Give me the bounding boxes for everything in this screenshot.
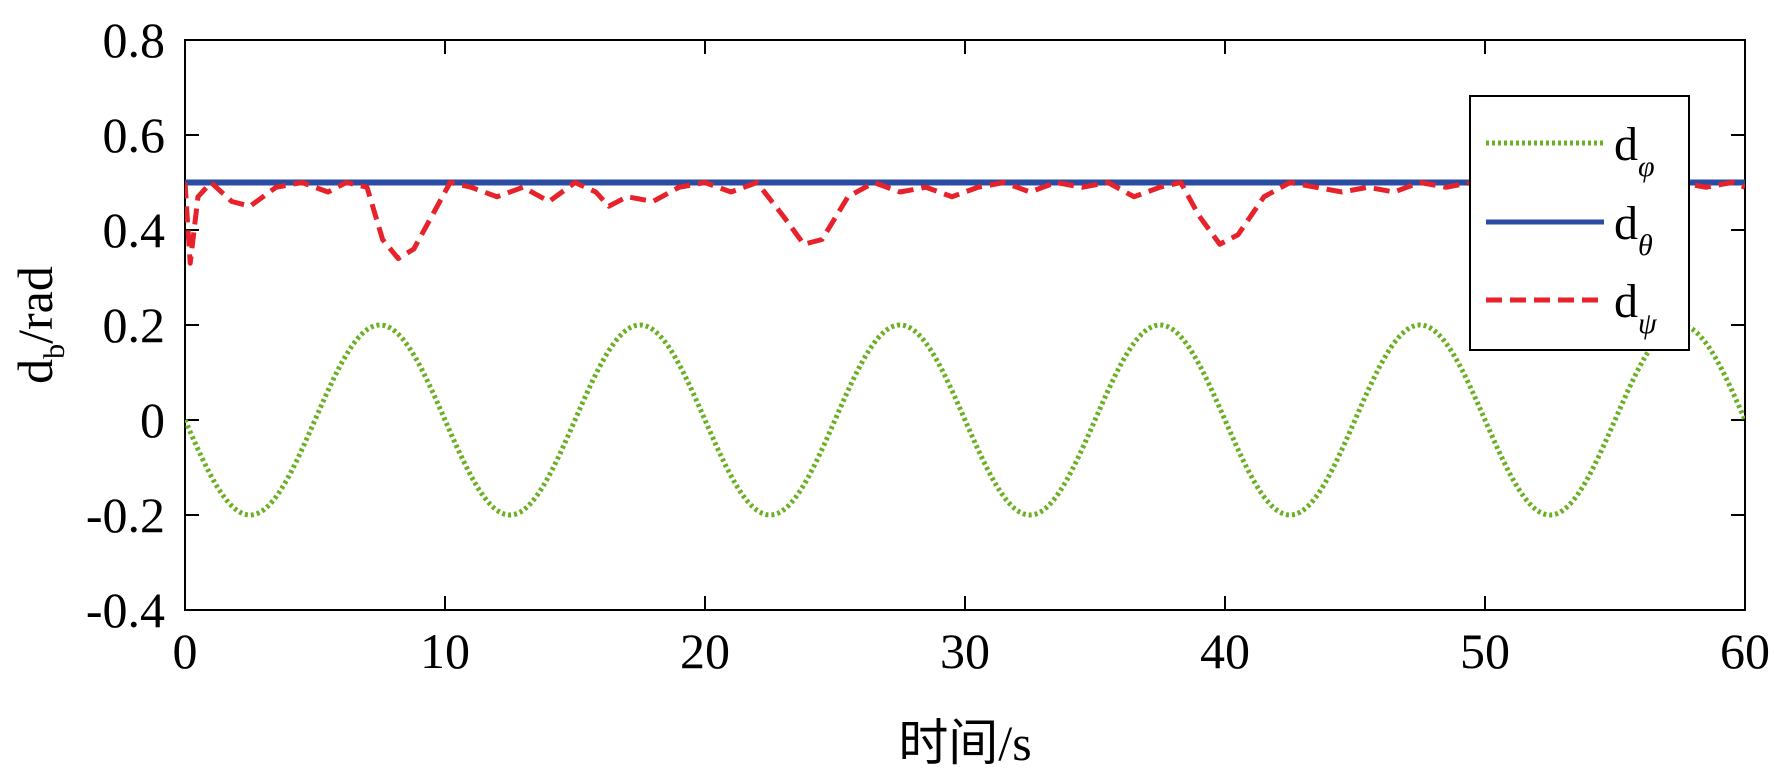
x-axis-title: 时间/s: [898, 715, 1031, 771]
x-tick-label: 20: [680, 623, 730, 679]
y-tick-label: -0.2: [86, 487, 165, 543]
y-tick-label: 0.2: [103, 297, 166, 353]
y-axis-title: db/rad: [7, 266, 71, 384]
y-axis-ticks: -0.4 -0.2 0 0.2 0.4 0.6 0.8: [86, 12, 1745, 638]
x-tick-label: 10: [420, 623, 470, 679]
series-line-d-psi: [185, 180, 1745, 266]
x-tick-label: 40: [1200, 623, 1250, 679]
y-tick-label: 0.6: [103, 107, 166, 163]
x-axis-ticks: 0 10 20 30 40 50 60: [173, 40, 1770, 679]
legend-label-d-theta: dθ: [1614, 197, 1653, 262]
y-axis-title-sub: b: [38, 344, 71, 359]
x-tick-label: 30: [940, 623, 990, 679]
y-tick-label: 0.4: [103, 202, 166, 258]
y-tick-label: 0.8: [103, 12, 166, 68]
series-line-d-phi: [185, 322, 1745, 518]
y-tick-label: -0.4: [86, 582, 165, 638]
y-axis-title-base: d: [7, 359, 63, 384]
x-tick-label: 0: [173, 623, 198, 679]
y-tick-label: 0: [140, 392, 165, 448]
legend-label-d-phi: dφ: [1614, 118, 1655, 183]
legend: dφ dθ dψ: [1469, 95, 1690, 351]
x-tick-label: 60: [1720, 623, 1770, 679]
legend-label-d-psi: dψ: [1614, 275, 1658, 340]
y-axis-title-suffix: /rad: [7, 266, 63, 344]
x-tick-label: 50: [1460, 623, 1510, 679]
